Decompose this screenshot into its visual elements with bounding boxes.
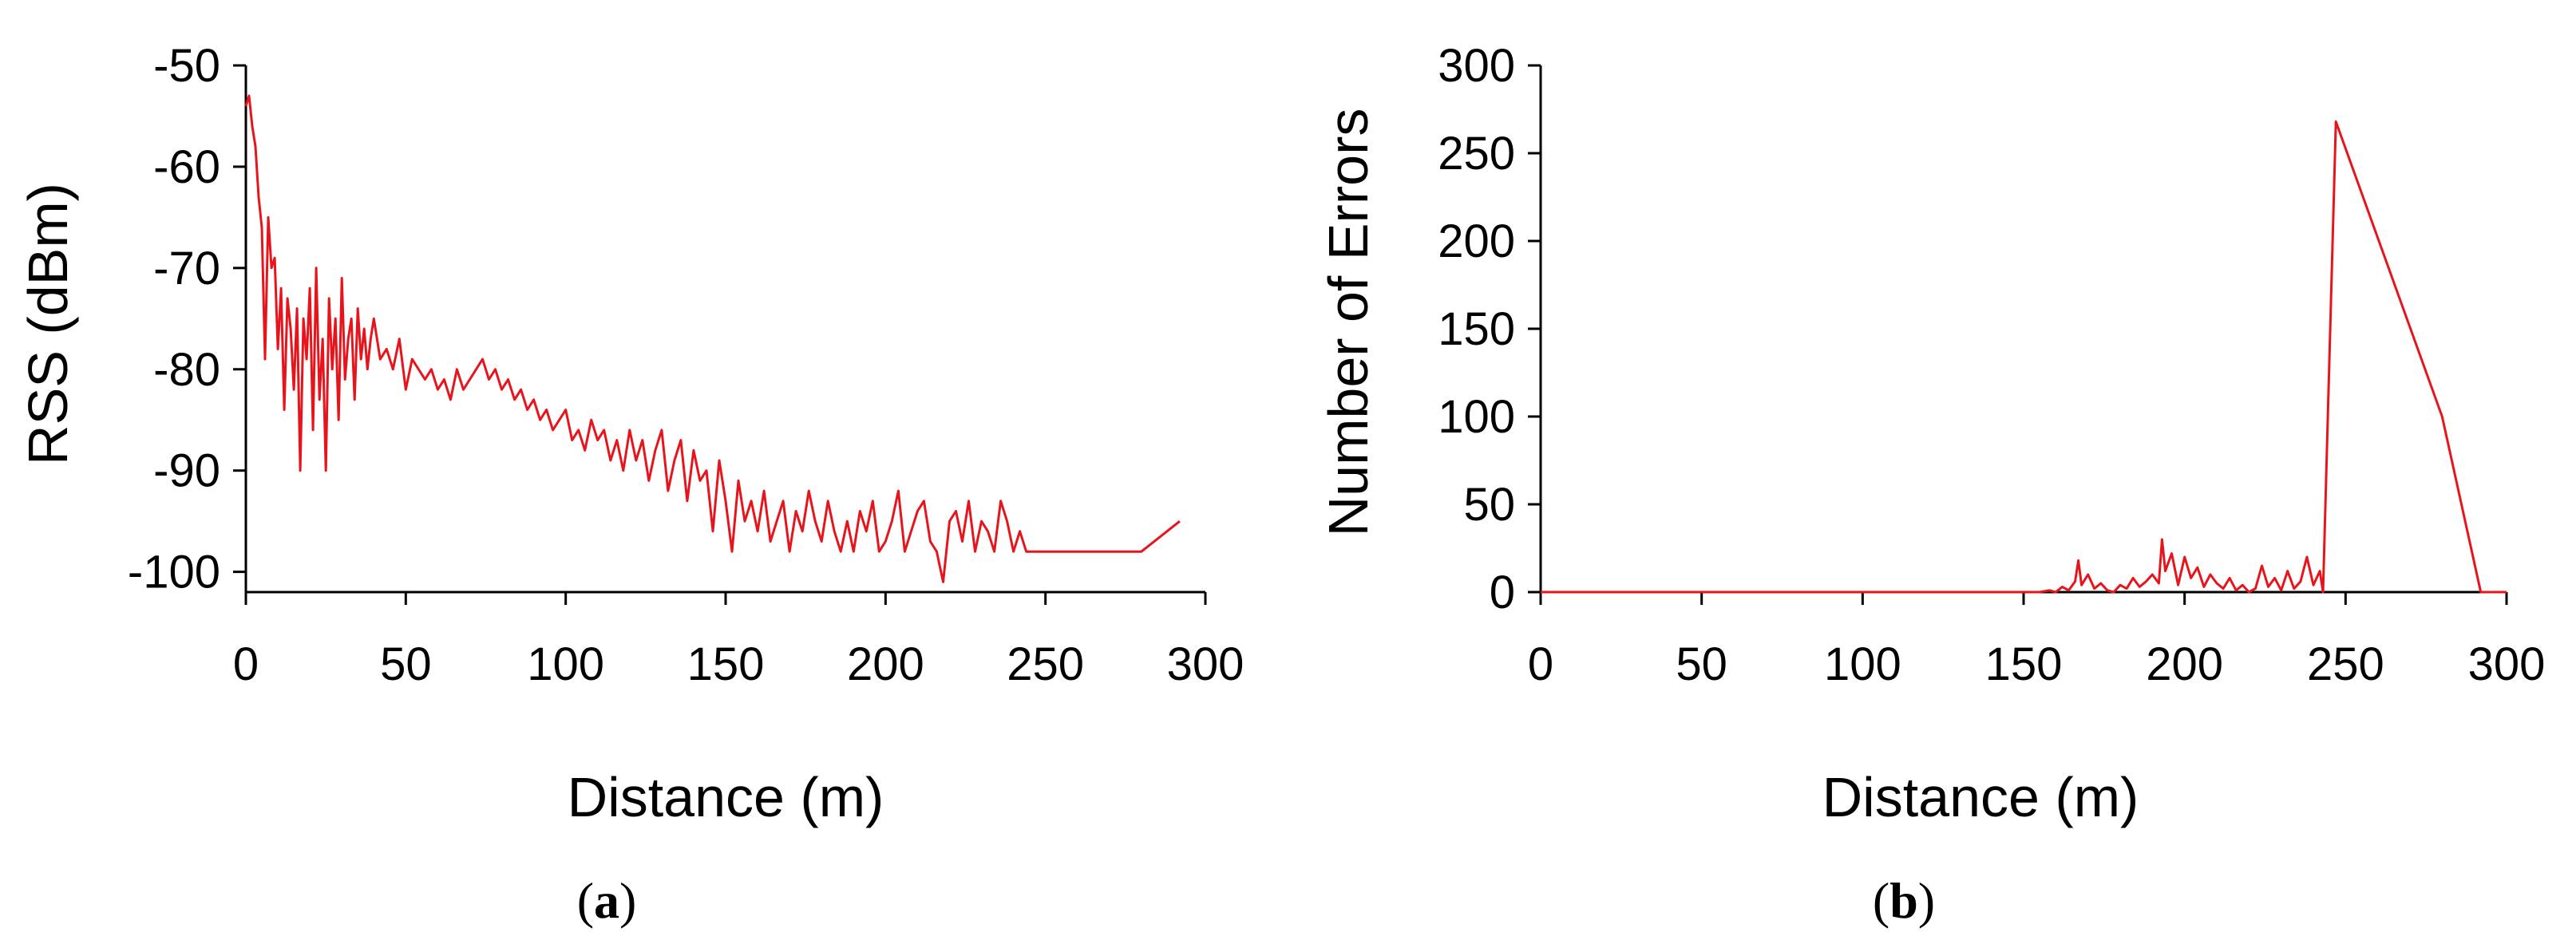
chart-a-x-tick-label: 100	[527, 638, 604, 690]
chart-b-x-tick-label: 250	[2307, 638, 2384, 690]
chart-b-plot-area: 0 50 100 150 200 250 300 0 50 100 150 200 250 300	[1438, 40, 2545, 690]
chart-a: 0 50 100 150 200 250 300 -50 -60 -70 -80 -90 -100 Di…	[17, 40, 1244, 929]
chart-a-y-tick-label: -60	[153, 141, 220, 193]
chart-a-y-tick-label: -80	[153, 344, 220, 396]
chart-b-series-line	[1541, 120, 2507, 594]
chart-b-y-tick-label: 100	[1438, 391, 1515, 443]
chart-b-x-tick-label: 0	[1528, 638, 1553, 690]
panel-label-a: (a)	[577, 872, 637, 929]
chart-b-x-tick-label: 100	[1824, 638, 1901, 690]
chart-b-y-tick-label: 150	[1438, 303, 1515, 355]
chart-a-x-axis-title: Distance (m)	[568, 766, 884, 828]
chart-b-y-tick-label: 0	[1490, 567, 1515, 618]
chart-a-y-tick-label: -50	[153, 40, 220, 92]
panel-label-b: (b)	[1873, 872, 1935, 929]
chart-b-x-tick-label: 300	[2468, 638, 2546, 690]
chart-a-x-tick-label: 0	[233, 638, 259, 690]
chart-a-x-tick-label: 50	[380, 638, 432, 690]
chart-a-x-tick-label: 150	[687, 638, 765, 690]
chart-a-x-tick-label: 250	[1007, 638, 1084, 690]
chart-b: 0 50 100 150 200 250 300 0 50 100 150 200 250 300 Dis…	[1317, 40, 2545, 929]
chart-b-x-tick-label: 50	[1676, 638, 1727, 690]
chart-b-y-tick-label: 300	[1438, 40, 1515, 92]
chart-b-x-tick-label: 200	[2146, 638, 2223, 690]
chart-a-series-line	[244, 94, 1181, 583]
chart-a-y-tick-label: -90	[153, 445, 220, 497]
chart-a-plot-area: 0 50 100 150 200 250 300 -50 -60 -70 -80 -90 -100	[128, 40, 1244, 690]
chart-b-y-axis-title: Number of Errors	[1317, 109, 1379, 537]
chart-b-x-axis-title: Distance (m)	[1822, 766, 2139, 828]
chart-b-y-tick-label: 250	[1438, 128, 1515, 180]
chart-b-x-tick-label: 150	[1985, 638, 2063, 690]
chart-a-x-tick-label: 200	[847, 638, 924, 690]
chart-b-y-tick-label: 50	[1463, 479, 1515, 531]
chart-a-y-axis-title: RSS (dBm)	[17, 183, 79, 465]
chart-a-x-tick-label: 300	[1167, 638, 1244, 690]
chart-a-y-tick-label: -100	[128, 547, 220, 598]
chart-b-y-tick-label: 200	[1438, 215, 1515, 267]
chart-a-y-tick-label: -70	[153, 243, 220, 294]
